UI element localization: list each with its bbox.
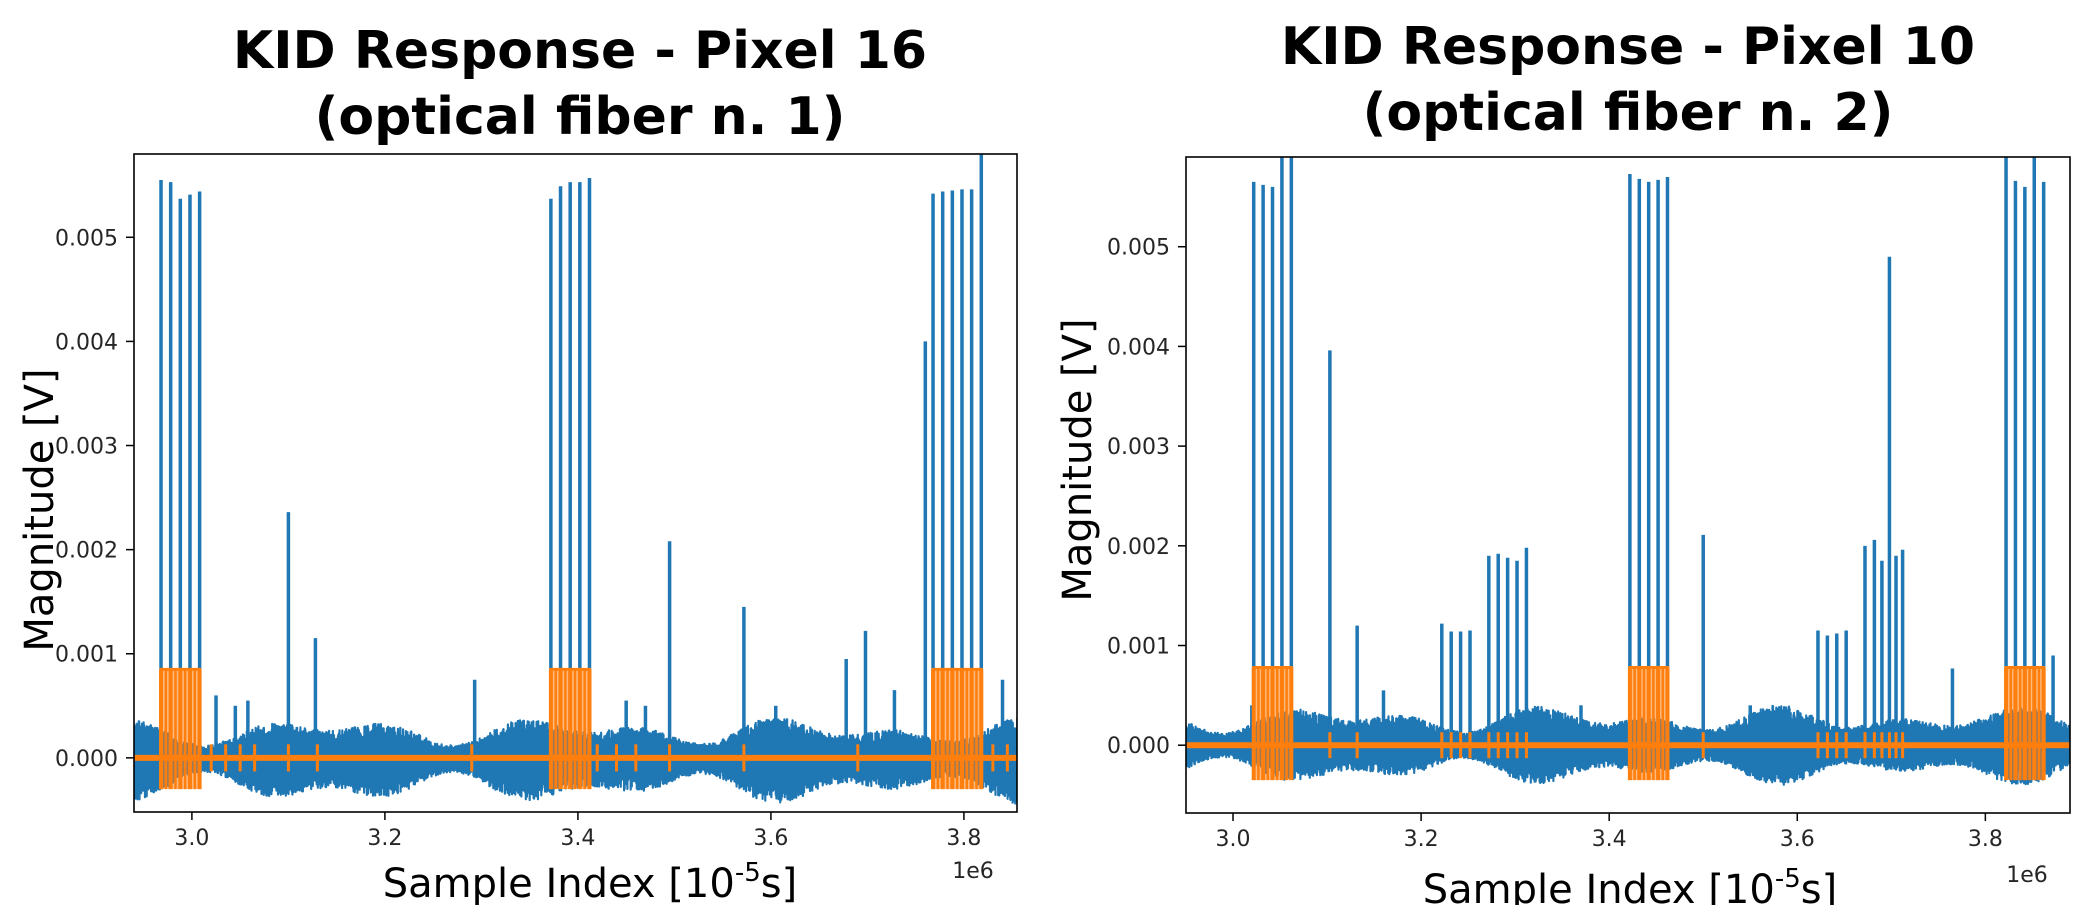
chart-1: 3.0 3.2 3.4 3.6 3.8 0.000 0.001 0.002 0.003 0.004… (17, 21, 1018, 905)
x-tick-label: 3.4 (560, 826, 595, 851)
y-tick-label: 0.003 (1107, 435, 1170, 460)
x-axis-label-main: Sample Index [10 (1423, 867, 1775, 905)
y-tick-label: 0.000 (1107, 734, 1170, 759)
y-tick-label: 0.002 (1107, 535, 1170, 560)
y-tick-label: 0.005 (55, 226, 118, 251)
axes-frame (133, 153, 1018, 813)
x-tick-label: 3.6 (753, 826, 788, 851)
x-axis-label-main: Sample Index [10 (383, 861, 735, 905)
x-tick-label: 3.2 (1404, 827, 1439, 852)
x-tick-label: 3.2 (367, 826, 402, 851)
x-offset-label: 1e6 (2006, 863, 2048, 888)
x-tick-label: 3.8 (1968, 827, 2003, 852)
x-tick-label: 3.6 (1780, 827, 1815, 852)
x-offset-label: 1e6 (952, 859, 994, 884)
plot-area (1186, 157, 2070, 786)
x-tick-label: 3.0 (1216, 827, 1251, 852)
x-axis-label-unit: s] (1801, 867, 1837, 905)
chart-2: 3.0 3.2 3.4 3.6 3.8 0.000 0.001 0.002 0.003 0.004… (1055, 17, 2071, 905)
y-tick-label: 0.002 (55, 539, 118, 564)
chart-title: (optical fiber n. 1) (315, 87, 846, 147)
x-tick-label: 3.4 (1592, 827, 1627, 852)
y-tick-label: 0.003 (55, 435, 118, 460)
y-tick-label: 0.004 (55, 330, 118, 355)
y-tick-label: 0.000 (55, 747, 118, 772)
x-axis-label-sup: -5 (1775, 864, 1801, 894)
y-tick-label: 0.005 (1107, 236, 1170, 261)
chart-title: (optical fiber n. 2) (1363, 83, 1894, 143)
y-tick-label: 0.001 (55, 643, 118, 668)
y-tick-label: 0.001 (1107, 635, 1170, 660)
x-axis-label: Sample Index [10-5s] (383, 858, 797, 905)
chart-title: KID Response - Pixel 10 (1281, 17, 1975, 77)
x-axis-label: Sample Index [10-5s] (1423, 864, 1837, 905)
axes-frame (1185, 156, 2071, 814)
y-axis-label: Magnitude [V] (17, 368, 63, 651)
x-tick-label: 3.0 (174, 826, 209, 851)
chart-title: KID Response - Pixel 16 (233, 21, 927, 81)
y-tick-label: 0.004 (1107, 335, 1170, 360)
x-axis-label-unit: s] (761, 861, 797, 905)
plot-area (134, 154, 1017, 805)
x-tick-label: 3.8 (946, 826, 981, 851)
x-axis-label-sup: -5 (735, 858, 761, 888)
y-axis-label: Magnitude [V] (1055, 318, 1101, 601)
